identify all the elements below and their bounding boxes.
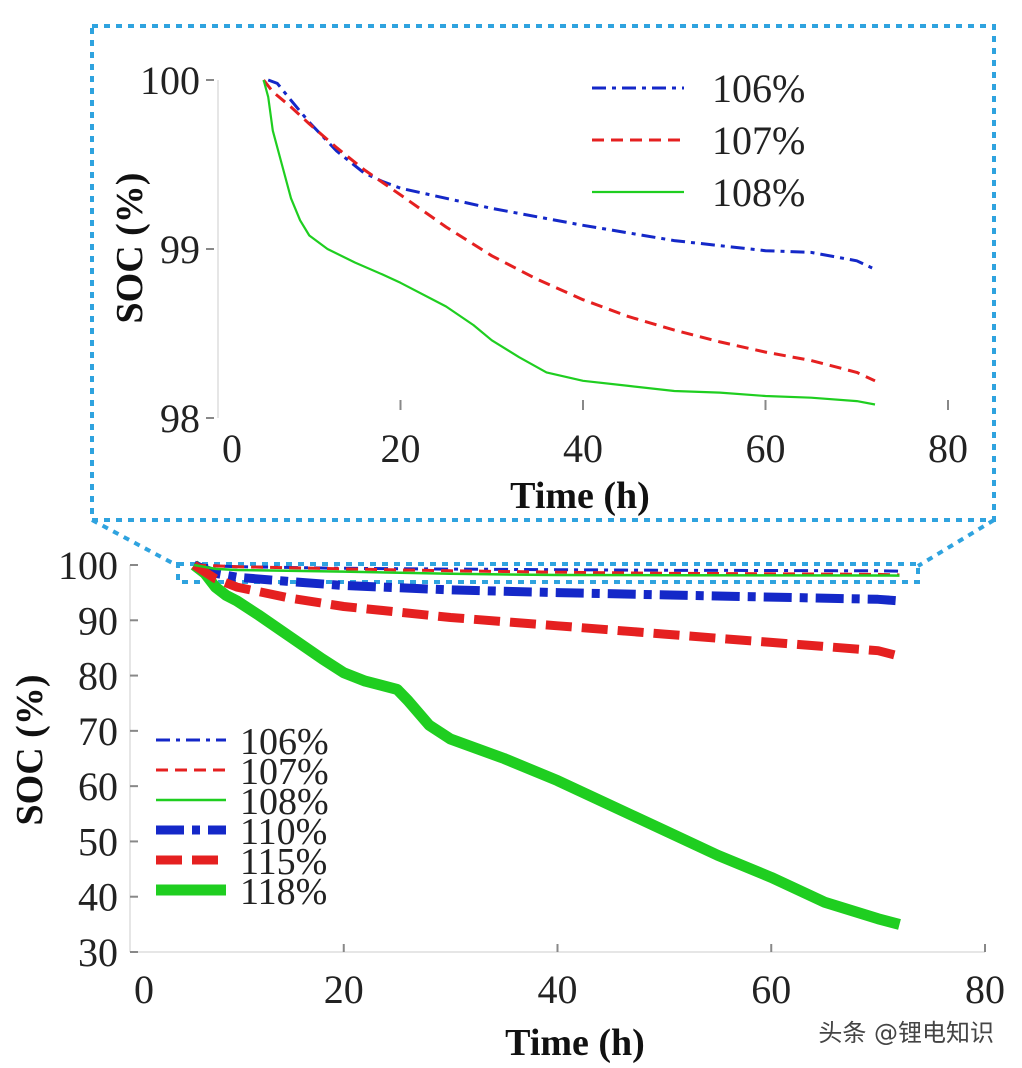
zoom-connector-right <box>916 518 996 568</box>
main-y-tick-label: 70 <box>78 709 118 754</box>
inset-y-tick-label: 99 <box>160 227 200 272</box>
inset-legend: 106% 107% 108% <box>592 66 805 215</box>
main-x-tick-label: 0 <box>134 967 154 1012</box>
inset-x-ticks: 0 20 40 60 80 <box>222 400 968 471</box>
inset-legend-label: 106% <box>712 66 805 111</box>
main-series-line-115pct <box>191 561 901 661</box>
inset-x-tick-label: 60 <box>746 426 786 471</box>
main-x-tick-label: 40 <box>538 967 578 1012</box>
inset-y-tick-label: 100 <box>140 58 200 103</box>
main-legend-label: 107% <box>240 751 329 793</box>
main-x-tick-label: 60 <box>751 967 791 1012</box>
main-series-line-107pct <box>194 563 900 577</box>
main-series-line-106pct <box>194 563 900 573</box>
zoom-region-box <box>176 562 920 584</box>
inset-series-line-107pct <box>262 79 876 383</box>
main-y-tick-label: 90 <box>78 598 118 643</box>
main-series-line-108pct <box>193 563 900 577</box>
inset-legend-label: 107% <box>712 118 805 163</box>
zoom-connector-left <box>91 518 179 568</box>
main-y-tick-label: 40 <box>78 875 118 920</box>
main-series-line-110pct <box>192 560 900 606</box>
main-x-axis-title: Time (h) <box>505 1022 645 1064</box>
main-legend-label: 108% <box>240 781 329 823</box>
main-y-tick-label: 30 <box>78 930 118 975</box>
inset-x-tick-label: 0 <box>222 426 242 471</box>
inset-frame <box>90 24 996 522</box>
inset-x-tick-label: 20 <box>381 426 421 471</box>
watermark: 头条 @锂电知识 <box>812 1011 1000 1050</box>
main-legend-label: 115% <box>240 841 327 883</box>
main-legend-label: 110% <box>240 811 327 853</box>
main-legend-label: 118% <box>240 871 327 913</box>
main-series-line-118pct <box>190 560 901 930</box>
inset-x-tick-label: 80 <box>928 426 968 471</box>
inset-series-line-108pct <box>262 79 876 406</box>
main-x-ticks: 0 20 40 60 80 <box>134 944 1005 1012</box>
main-legend-label: 106% <box>240 721 329 763</box>
main-y-ticks: 30 40 50 60 70 80 90 100 <box>58 543 138 975</box>
inset-x-axis-title: Time (h) <box>510 475 650 517</box>
main-x-tick-label: 80 <box>965 967 1005 1012</box>
main-series-group <box>190 560 901 930</box>
inset-y-axis-title: SOC (%) <box>109 173 151 324</box>
main-y-tick-label: 100 <box>58 543 118 588</box>
main-y-tick-label: 60 <box>78 764 118 809</box>
main-x-tick-label: 20 <box>324 967 364 1012</box>
main-y-tick-label: 80 <box>78 654 118 699</box>
main-y-tick-label: 50 <box>78 819 118 864</box>
main-legend: 106%107%108%110%115%118% <box>156 721 329 913</box>
inset-series-group <box>262 78 876 406</box>
inset-y-tick-label: 98 <box>160 396 200 441</box>
inset-y-ticks: 98 99 100 <box>140 58 214 441</box>
inset-x-tick-label: 40 <box>563 426 603 471</box>
inset-legend-label: 108% <box>712 170 805 215</box>
main-axes: 30 40 50 60 70 80 90 100 0 20 40 60 80 Time (h) SOC… <box>9 543 1005 1064</box>
main-y-axis-title: SOC (%) <box>9 675 51 826</box>
